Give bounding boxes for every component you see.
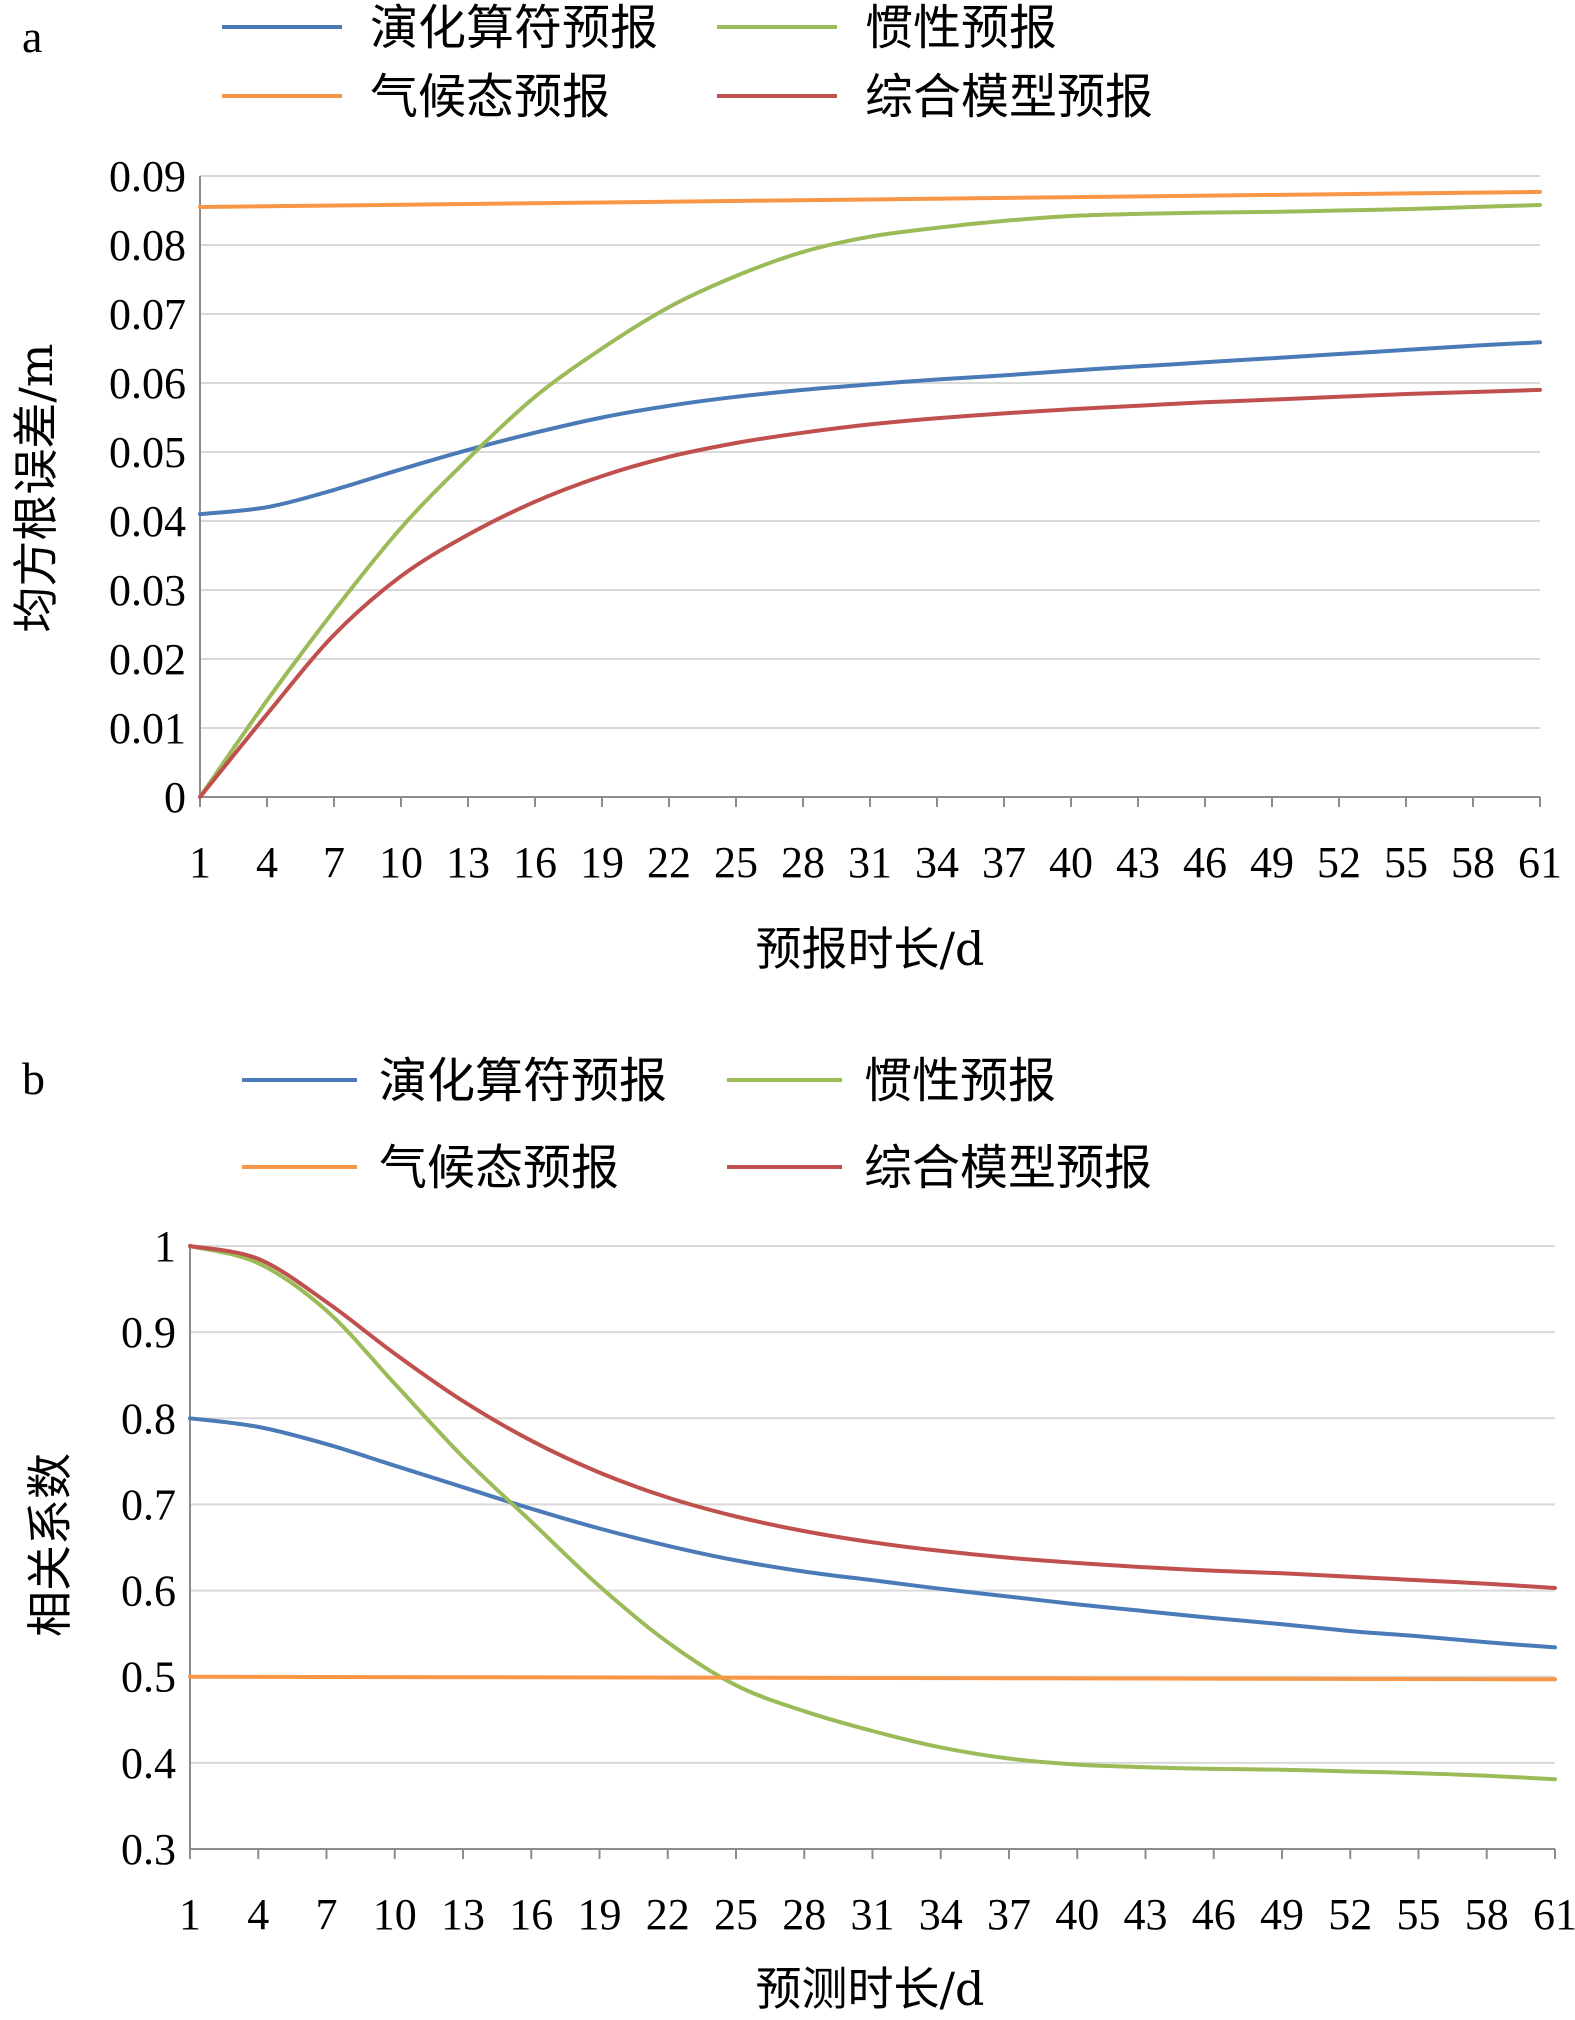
series-line-b-2 — [188, 1674, 1557, 1682]
y-tick-label-a-5: 0.05 — [109, 428, 186, 477]
x-tick-labels-a: 1 4 7 10 13 16 19 22 25 28 31 34 37 40 43 46 49 52 55 58 61 — [189, 838, 1562, 887]
y-axis-label-a: 均方根误差/m — [9, 343, 63, 632]
x-tick-label-b-10: 31 — [851, 1890, 895, 1939]
y-tick-label-a-2: 0.02 — [109, 635, 186, 684]
series-line-b-0 — [188, 1416, 1557, 1650]
x-tick-label-a-19: 58 — [1451, 838, 1495, 887]
x-tick-label-a-0: 1 — [189, 838, 211, 887]
y-tick-label-b-3: 0.6 — [121, 1567, 176, 1616]
y-axis-label-b: 相关系数 — [23, 1453, 77, 1637]
x-tick-label-b-8: 25 — [714, 1890, 758, 1939]
series-lines-a — [198, 189, 1542, 799]
x-tick-label-a-15: 46 — [1183, 838, 1227, 887]
series-lines-b — [188, 1244, 1557, 1782]
y-tick-label-b-5: 0.8 — [121, 1394, 176, 1443]
x-tick-label-a-5: 16 — [513, 838, 557, 887]
y-tick-label-b-6: 0.9 — [121, 1308, 176, 1357]
y-tick-label-a-6: 0.06 — [109, 359, 186, 408]
x-tick-label-b-0: 1 — [179, 1890, 201, 1939]
x-tick-label-a-2: 7 — [323, 838, 345, 887]
x-tick-label-a-17: 52 — [1317, 838, 1361, 887]
x-axis-label-b: 预测时长/d — [756, 1962, 985, 2016]
x-tick-label-b-15: 46 — [1192, 1890, 1236, 1939]
y-tick-label-a-0: 0 — [164, 773, 186, 822]
x-tick-label-b-2: 7 — [316, 1890, 338, 1939]
legend-label-b-1: 惯性预报 — [864, 1053, 1056, 1109]
y-tick-labels-a: 0 0.01 0.02 0.03 0.04 0.05 0.06 0.07 0.08 0.09 — [109, 152, 186, 822]
y-tick-label-b-1: 0.4 — [121, 1739, 176, 1788]
x-tick-label-b-17: 52 — [1328, 1890, 1372, 1939]
y-tick-labels-b: 0.3 0.4 0.5 0.6 0.7 0.8 0.9 1 — [121, 1222, 176, 1874]
x-tick-label-b-20: 61 — [1533, 1890, 1575, 1939]
x-tick-label-b-12: 37 — [987, 1890, 1031, 1939]
x-tick-label-a-7: 22 — [647, 838, 691, 887]
x-tick-label-b-6: 19 — [578, 1890, 622, 1939]
x-tick-label-a-14: 43 — [1116, 838, 1160, 887]
series-line-a-2 — [198, 189, 1542, 209]
x-tick-label-a-6: 19 — [580, 838, 624, 887]
x-tick-label-a-9: 28 — [781, 838, 825, 887]
x-tick-label-a-3: 10 — [379, 838, 423, 887]
y-tick-label-b-2: 0.5 — [121, 1653, 176, 1702]
x-tick-label-b-11: 34 — [919, 1890, 963, 1939]
x-tick-label-a-4: 13 — [446, 838, 490, 887]
y-tick-label-a-8: 0.08 — [109, 221, 186, 270]
axes-b — [189, 1246, 1556, 1859]
legend-label-a-2: 气候态预报 — [370, 69, 610, 125]
panel-label-b: b — [22, 1053, 45, 1104]
x-tick-label-b-14: 43 — [1124, 1890, 1168, 1939]
x-tick-label-a-1: 4 — [256, 838, 278, 887]
y-tick-label-a-9: 0.09 — [109, 152, 186, 201]
series-line-b-3 — [188, 1244, 1557, 1590]
y-tick-label-a-3: 0.03 — [109, 566, 186, 615]
y-tick-label-a-7: 0.07 — [109, 290, 186, 339]
x-tick-label-b-18: 55 — [1397, 1890, 1441, 1939]
x-tick-label-a-10: 31 — [848, 838, 892, 887]
legend-label-b-0: 演化算符预报 — [379, 1053, 667, 1109]
panel-label-a: a — [22, 11, 42, 62]
axes-a — [199, 176, 1541, 807]
y-tick-label-b-0: 0.3 — [121, 1825, 176, 1874]
y-tick-label-b-4: 0.7 — [121, 1480, 176, 1529]
gridlines-a — [200, 175, 1540, 729]
x-tick-label-b-3: 10 — [373, 1890, 417, 1939]
x-tick-label-b-16: 49 — [1260, 1890, 1304, 1939]
x-tick-label-b-5: 16 — [509, 1890, 553, 1939]
x-tick-label-a-13: 40 — [1049, 838, 1093, 887]
legend-label-b-2: 气候态预报 — [379, 1140, 619, 1196]
legend-label-a-3: 综合模型预报 — [865, 69, 1153, 125]
y-tick-label-b-7: 1 — [154, 1222, 176, 1271]
x-tick-label-b-19: 58 — [1465, 1890, 1509, 1939]
series-line-b-1 — [188, 1244, 1557, 1782]
x-tick-label-b-4: 13 — [441, 1890, 485, 1939]
legend-label-b-3: 综合模型预报 — [864, 1140, 1152, 1196]
x-tick-label-b-9: 28 — [782, 1890, 826, 1939]
x-tick-label-b-1: 4 — [247, 1890, 269, 1939]
series-line-a-1 — [198, 203, 1542, 799]
series-line-a-0 — [198, 340, 1542, 517]
series-line-a-3 — [198, 387, 1542, 799]
x-tick-label-a-11: 34 — [915, 838, 959, 887]
x-tick-label-a-12: 37 — [982, 838, 1026, 887]
x-tick-labels-b: 1 4 7 10 13 16 19 22 25 28 31 34 37 40 43 46 49 52 55 58 61 — [179, 1890, 1575, 1939]
y-tick-label-a-4: 0.04 — [109, 497, 186, 546]
legend-label-a-1: 惯性预报 — [865, 0, 1057, 56]
x-axis-label-a: 预报时长/d — [756, 922, 985, 976]
y-tick-label-a-1: 0.01 — [109, 704, 186, 753]
x-tick-label-a-16: 49 — [1250, 838, 1294, 887]
x-tick-label-a-8: 25 — [714, 838, 758, 887]
x-tick-label-a-18: 55 — [1384, 838, 1428, 887]
x-tick-label-b-13: 40 — [1055, 1890, 1099, 1939]
x-tick-label-a-20: 61 — [1518, 838, 1562, 887]
legend-label-a-0: 演化算符预报 — [370, 0, 658, 56]
gridlines-b — [190, 1245, 1555, 1764]
x-tick-label-b-7: 22 — [646, 1890, 690, 1939]
